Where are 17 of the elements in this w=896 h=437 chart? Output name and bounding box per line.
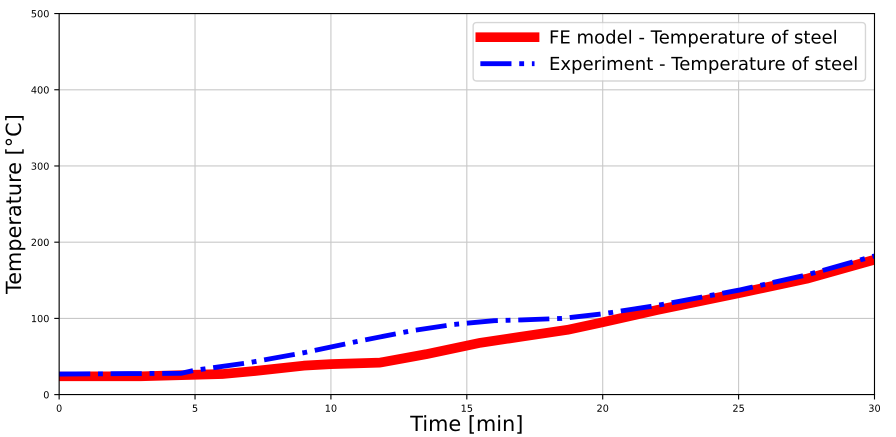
y-tick-label: 200 (32, 238, 49, 246)
y-tick-label: 500 (32, 10, 49, 18)
x-tick-label: 25 (733, 404, 744, 412)
x-tick-label: 5 (192, 404, 198, 412)
x-tick-label: 0 (56, 404, 62, 412)
y-tick-label: 400 (31, 86, 49, 94)
x-tick-label: 20 (597, 404, 608, 412)
legend-label: Experiment - Temperature of steel (550, 56, 857, 74)
x-tick-label: 30 (869, 404, 880, 412)
x-tick-label: 10 (326, 404, 336, 412)
x-tick-label: 15 (462, 404, 472, 412)
y-tick-label: 0 (44, 391, 49, 398)
y-tick-label: 100 (32, 314, 49, 322)
y-tick-label: 300 (32, 162, 49, 170)
y-axis-title: Temperature [°C] (5, 116, 26, 294)
legend-label: FE model - Temperature of steel (550, 30, 836, 48)
x-axis-title: Time [min] (410, 415, 522, 434)
